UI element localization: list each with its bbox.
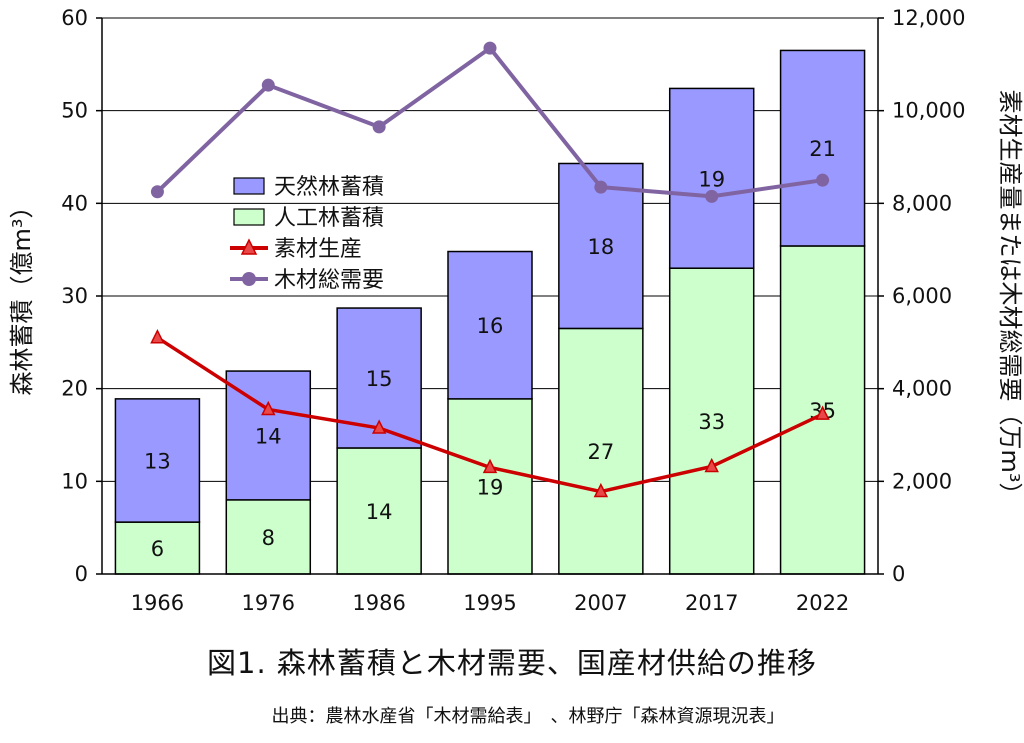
figure-source: 出典：農林水産省「木材需給表」 、林野庁「森林資源現況表」 [271, 706, 785, 727]
bar-data-label: 16 [477, 314, 504, 338]
bar-data-label: 8 [262, 526, 275, 550]
y-right-tick-label: 0 [892, 562, 905, 586]
x-tick-label: 2022 [796, 591, 849, 615]
bar-planted-2007 [558, 327, 644, 575]
point-total-demand-2007 [594, 180, 608, 194]
x-tick-label: 1986 [352, 591, 405, 615]
point-timber-production-2017 [704, 457, 719, 473]
legend-item: 人工林蓄積 [233, 206, 384, 231]
point-total-demand-2017 [705, 189, 719, 203]
y-left-tick-label: 40 [61, 191, 88, 215]
bar-planted-1986 [336, 447, 422, 575]
y-left-tick-label: 30 [61, 284, 88, 308]
point-timber-production-1966 [150, 329, 165, 344]
bar-data-label: 14 [255, 424, 282, 448]
x-tick-label: 1976 [242, 591, 295, 615]
bar-planted-1976 [225, 499, 312, 575]
bar-data-label: 21 [809, 137, 836, 161]
legend-marker [240, 238, 258, 255]
legend-swatch [233, 208, 265, 226]
y-axis-left-title: 森林蓄積（億m³） [8, 195, 36, 396]
y-left-tick-label: 50 [61, 99, 88, 123]
y-left-tick-label: 0 [75, 562, 88, 586]
point-timber-production-1976 [261, 400, 276, 416]
axes-layer: 0 10 20 30 40 50 60 0 2,000 4,000 6,000 8,000 10,000… [61, 6, 965, 615]
bar-data-label: 14 [366, 500, 393, 524]
y-right-tick-label: 10,000 [892, 99, 965, 123]
legend-item: 素材生産 [230, 237, 362, 262]
bar-data-label: 27 [587, 440, 614, 464]
y-right-tick-label: 8,000 [892, 191, 952, 215]
legend-swatch [233, 177, 265, 195]
bar-planted-1995 [447, 398, 533, 575]
y-right-tick-label: 6,000 [892, 284, 952, 308]
y-left-tick-label: 60 [61, 6, 88, 30]
point-total-demand-1986 [372, 120, 386, 134]
point-total-demand-1995 [483, 41, 497, 55]
point-timber-production-1995 [482, 458, 498, 474]
bar-data-label: 13 [144, 449, 171, 473]
chart: 68141927333513141516181921 0102030405060… [8, 6, 1024, 615]
figure-title: 図1. 森林蓄積と木材需要、国産材供給の推移 [207, 646, 817, 680]
bar-data-label: 19 [698, 167, 725, 191]
bar-natural-2022 [779, 49, 866, 247]
legend-item: 木材総需要 [230, 268, 384, 293]
point-timber-production-1986 [371, 419, 387, 434]
bar-data-label: 6 [151, 537, 164, 561]
legend-label: 素材生産 [274, 237, 362, 262]
bar-layer: 68141927333513141516181921 [114, 49, 866, 575]
bar-natural-1995 [447, 250, 533, 400]
y-right-tick-label: 4,000 [892, 377, 952, 401]
legend-label: 木材総需要 [274, 268, 384, 293]
y-axis-right-title: 素材生産量または木材総需要（万m³） [996, 90, 1024, 507]
line-layer [150, 41, 830, 498]
point-timber-production-2007 [593, 482, 609, 498]
bar-data-label: 18 [587, 235, 614, 259]
x-tick-label: 2017 [685, 591, 738, 615]
point-total-demand-1976 [261, 78, 275, 92]
x-tick-label: 2007 [574, 591, 627, 615]
bar-data-label: 15 [366, 367, 393, 391]
y-left-tick-label: 20 [61, 377, 88, 401]
x-tick-label: 1995 [463, 591, 516, 615]
legend-marker [242, 272, 256, 286]
bar-data-label: 19 [477, 475, 504, 499]
bar-natural-1966 [114, 398, 201, 523]
y-left-tick-label: 10 [61, 469, 88, 493]
bar-natural-2017 [668, 87, 755, 269]
x-tick-label: 1966 [131, 591, 184, 615]
legend-item: 天然林蓄積 [233, 175, 384, 200]
point-timber-production-2022 [815, 405, 830, 420]
y-right-tick-label: 12,000 [892, 6, 965, 30]
point-total-demand-1966 [150, 185, 164, 199]
legend-label: 人工林蓄積 [274, 206, 384, 231]
point-total-demand-2022 [816, 173, 830, 187]
y-right-tick-label: 2,000 [892, 469, 952, 493]
legend-label: 天然林蓄積 [274, 175, 384, 200]
bar-data-label: 33 [698, 410, 725, 434]
